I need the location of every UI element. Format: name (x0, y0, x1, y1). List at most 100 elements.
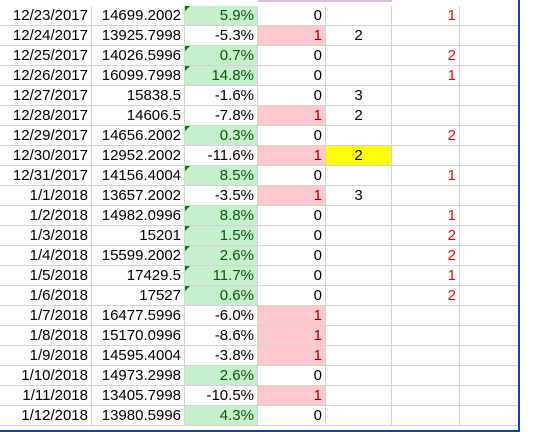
price-cell[interactable]: 15838.5 (92, 86, 185, 106)
change-pct-cell[interactable]: -10.5% (185, 386, 258, 406)
flag-cell[interactable]: 0 (258, 46, 326, 66)
streak-cell[interactable]: 1 (392, 66, 460, 86)
flag-cell[interactable]: 1 (258, 146, 326, 166)
flag-cell[interactable]: 1 (258, 26, 326, 46)
change-pct-cell[interactable]: 8.8% (185, 206, 258, 226)
change-pct-cell[interactable]: 5.9% (185, 6, 258, 26)
streak-cell[interactable] (392, 146, 460, 166)
date-cell[interactable]: 1/1/2018 (0, 186, 92, 206)
flag-cell[interactable]: 1 (258, 106, 326, 126)
price-cell[interactable]: 14656.2002 (92, 126, 185, 146)
count-cell[interactable] (326, 166, 392, 186)
date-cell[interactable]: 1/10/2018 (0, 366, 92, 386)
count-cell[interactable]: 2 (326, 106, 392, 126)
empty-cell[interactable] (460, 386, 520, 406)
count-cell[interactable] (326, 346, 392, 366)
change-pct-cell[interactable]: -6.0% (185, 306, 258, 326)
date-cell[interactable]: 1/4/2018 (0, 246, 92, 266)
empty-cell[interactable] (460, 286, 520, 306)
change-pct-cell[interactable]: 2.6% (185, 246, 258, 266)
empty-cell[interactable] (460, 186, 520, 206)
change-pct-cell[interactable]: 11.7% (185, 266, 258, 286)
price-cell[interactable]: 15170.0996 (92, 326, 185, 346)
empty-cell[interactable] (460, 206, 520, 226)
date-cell[interactable]: 1/12/2018 (0, 406, 92, 426)
empty-cell[interactable] (460, 346, 520, 366)
streak-cell[interactable]: 2 (392, 126, 460, 146)
date-cell[interactable]: 12/24/2017 (0, 26, 92, 46)
change-pct-cell[interactable]: 8.5% (185, 166, 258, 186)
date-cell[interactable]: 1/3/2018 (0, 226, 92, 246)
flag-cell[interactable]: 0 (258, 226, 326, 246)
price-cell[interactable]: 14026.5996 (92, 46, 185, 66)
streak-cell[interactable] (392, 306, 460, 326)
flag-cell[interactable]: 0 (258, 366, 326, 386)
change-pct-cell[interactable]: -11.6% (185, 146, 258, 166)
flag-cell[interactable]: 1 (258, 186, 326, 206)
date-cell[interactable]: 12/26/2017 (0, 66, 92, 86)
price-cell[interactable]: 14973.2998 (92, 366, 185, 386)
price-cell[interactable]: 16099.7998 (92, 66, 185, 86)
flag-cell[interactable]: 0 (258, 6, 326, 26)
streak-cell[interactable] (392, 326, 460, 346)
date-cell[interactable]: 12/25/2017 (0, 46, 92, 66)
change-pct-cell[interactable]: -5.3% (185, 26, 258, 46)
count-cell[interactable] (326, 206, 392, 226)
change-pct-cell[interactable]: -3.5% (185, 186, 258, 206)
empty-cell[interactable] (460, 26, 520, 46)
price-cell[interactable]: 17429.5 (92, 266, 185, 286)
date-cell[interactable]: 1/8/2018 (0, 326, 92, 346)
price-cell[interactable]: 15599.2002 (92, 246, 185, 266)
count-cell[interactable] (326, 46, 392, 66)
flag-cell[interactable]: 1 (258, 386, 326, 406)
price-cell[interactable]: 14595.4004 (92, 346, 185, 366)
empty-cell[interactable] (460, 166, 520, 186)
price-cell[interactable]: 14156.4004 (92, 166, 185, 186)
count-cell[interactable] (326, 126, 392, 146)
price-cell[interactable]: 13925.7998 (92, 26, 185, 46)
count-cell[interactable] (326, 66, 392, 86)
change-pct-cell[interactable]: 0.7% (185, 46, 258, 66)
date-cell[interactable]: 12/31/2017 (0, 166, 92, 186)
empty-cell[interactable] (460, 366, 520, 386)
streak-cell[interactable] (392, 366, 460, 386)
price-cell[interactable]: 12952.2002 (92, 146, 185, 166)
empty-cell[interactable] (460, 46, 520, 66)
flag-cell[interactable]: 0 (258, 286, 326, 306)
flag-cell[interactable]: 0 (258, 126, 326, 146)
count-cell[interactable] (326, 246, 392, 266)
empty-cell[interactable] (460, 86, 520, 106)
price-cell[interactable]: 14606.5 (92, 106, 185, 126)
price-cell[interactable]: 17527 (92, 286, 185, 306)
flag-cell[interactable]: 0 (258, 206, 326, 226)
streak-cell[interactable]: 2 (392, 46, 460, 66)
count-cell[interactable] (326, 306, 392, 326)
count-cell[interactable] (326, 386, 392, 406)
change-pct-cell[interactable]: 2.6% (185, 366, 258, 386)
change-pct-cell[interactable]: 4.3% (185, 406, 258, 426)
count-cell[interactable] (326, 326, 392, 346)
empty-cell[interactable] (460, 126, 520, 146)
empty-cell[interactable] (460, 266, 520, 286)
date-cell[interactable]: 12/23/2017 (0, 6, 92, 26)
change-pct-cell[interactable]: 0.6% (185, 286, 258, 306)
streak-cell[interactable]: 2 (392, 286, 460, 306)
change-pct-cell[interactable]: 0.3% (185, 126, 258, 146)
price-cell[interactable]: 13657.2002 (92, 186, 185, 206)
streak-cell[interactable]: 1 (392, 166, 460, 186)
change-pct-cell[interactable]: 14.8% (185, 66, 258, 86)
empty-cell[interactable] (460, 326, 520, 346)
empty-cell[interactable] (460, 106, 520, 126)
streak-cell[interactable]: 1 (392, 206, 460, 226)
price-cell[interactable]: 13405.7998 (92, 386, 185, 406)
flag-cell[interactable]: 1 (258, 346, 326, 366)
flag-cell[interactable]: 0 (258, 406, 326, 426)
date-cell[interactable]: 1/2/2018 (0, 206, 92, 226)
count-cell[interactable] (326, 226, 392, 246)
change-pct-cell[interactable]: -8.6% (185, 326, 258, 346)
streak-cell[interactable]: 2 (392, 226, 460, 246)
streak-cell[interactable] (392, 86, 460, 106)
count-cell[interactable]: 3 (326, 186, 392, 206)
empty-cell[interactable] (460, 306, 520, 326)
